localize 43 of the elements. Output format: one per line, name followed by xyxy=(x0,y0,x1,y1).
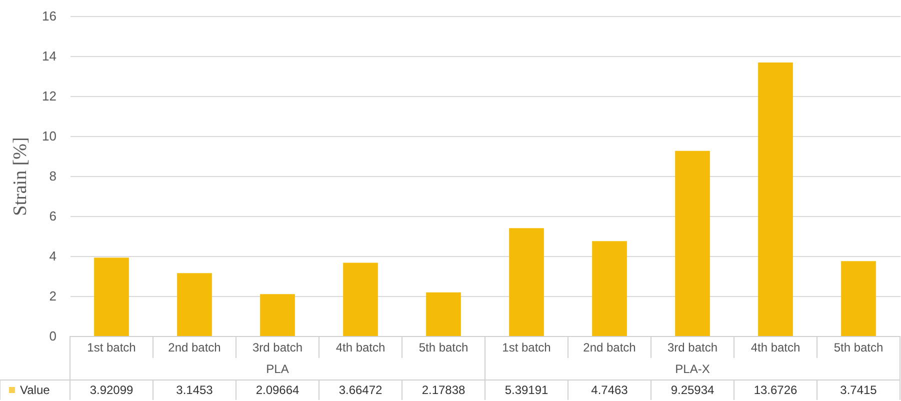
x-tick-label: 3rd batch xyxy=(667,340,718,354)
x-tick-label: 4th batch xyxy=(336,340,386,354)
data-label: 3.92099 xyxy=(90,383,134,397)
data-label: 9.25934 xyxy=(670,383,715,397)
x-tick-label: 5th batch xyxy=(418,340,468,354)
data-label: 4.7463 xyxy=(591,383,628,397)
y-tick-label: 6 xyxy=(49,208,56,224)
y-tick-label: 12 xyxy=(42,88,56,104)
legend-label: Value xyxy=(20,383,50,397)
data-label: 5.39191 xyxy=(504,383,549,397)
x-tick-label: 2nd batch xyxy=(168,340,221,354)
data-label: 3.66472 xyxy=(338,383,383,397)
x-tick-label: 2nd batch xyxy=(583,340,636,354)
bar xyxy=(509,228,544,336)
data-label: 3.7415 xyxy=(840,383,878,397)
bar xyxy=(426,292,461,336)
text: PLA-X xyxy=(675,362,710,376)
x-tick-label: 5th batch xyxy=(834,340,884,354)
bar xyxy=(758,62,793,336)
x-tick-label: 1st batch xyxy=(502,340,551,354)
bar xyxy=(343,262,378,336)
y-tick-label: 16 xyxy=(42,8,56,24)
text: PLA xyxy=(266,362,289,376)
bar xyxy=(260,294,295,336)
data-label: 2.17838 xyxy=(422,383,466,397)
data-label: 13.6726 xyxy=(754,383,798,397)
data-label: 3.1453 xyxy=(176,383,214,397)
y-tick-label: 2 xyxy=(49,288,56,304)
data-label: 2.09664 xyxy=(256,383,300,397)
bar xyxy=(177,273,212,336)
bar xyxy=(94,258,129,336)
bar xyxy=(841,261,876,336)
y-tick-label: 14 xyxy=(42,48,56,64)
bar xyxy=(675,150,710,336)
x-tick-label: 3rd batch xyxy=(252,340,303,354)
x-tick-label: 1st batch xyxy=(87,340,136,354)
y-axis-title: Strain [%] xyxy=(10,137,32,216)
y-tick-label: 8 xyxy=(49,168,56,184)
y-tick-label: 0 xyxy=(49,328,56,344)
bar xyxy=(592,241,627,336)
y-tick-label: 10 xyxy=(42,128,56,144)
x-tick-label: 4th batch xyxy=(750,340,800,354)
y-tick-label: 4 xyxy=(49,248,56,264)
